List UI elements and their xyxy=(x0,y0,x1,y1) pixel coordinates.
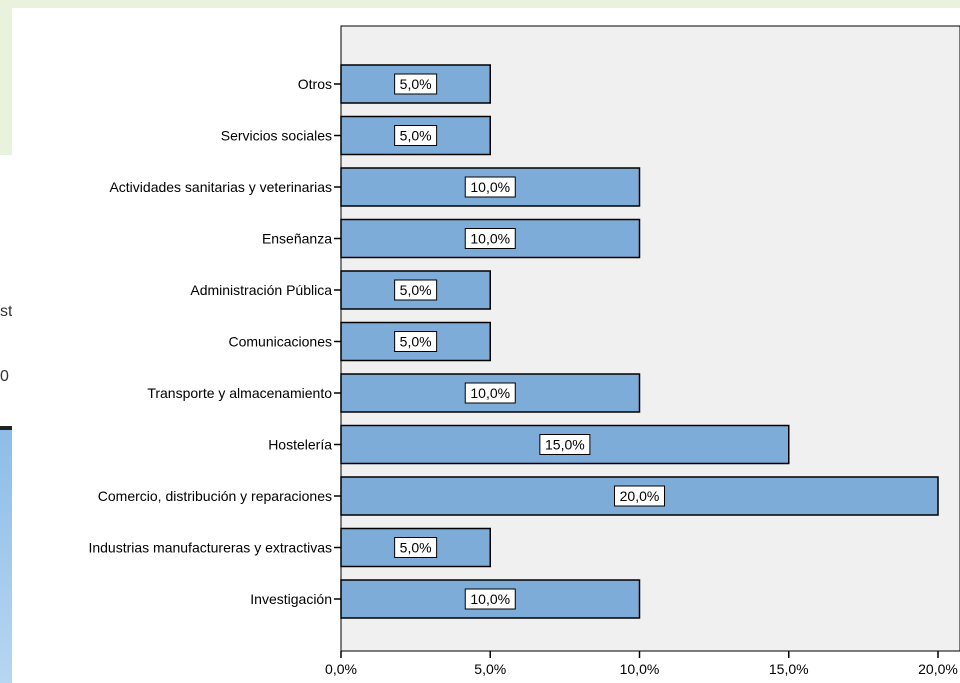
bar xyxy=(340,321,491,362)
category-label: Hostelería xyxy=(268,437,332,453)
category-label: Comunicaciones xyxy=(229,334,333,350)
data-label: 10,0% xyxy=(470,179,510,195)
data-label-box xyxy=(464,588,516,610)
data-label: 10,0% xyxy=(470,385,510,401)
data-label-box xyxy=(394,537,438,558)
data-label-box xyxy=(539,434,591,455)
data-label-box xyxy=(394,331,438,352)
x-tick-label: 5,0% xyxy=(474,661,506,677)
category-label: Enseñanza xyxy=(262,231,332,247)
category-label: Actividades sanitarias y veterinarias xyxy=(109,179,332,195)
x-tick-label: 0,0% xyxy=(325,661,357,677)
background-text-fragment: 0 xyxy=(0,368,9,385)
bar xyxy=(340,373,641,413)
background-blue-panel xyxy=(0,430,14,683)
data-label-box xyxy=(394,125,438,146)
category-label: Administración Pública xyxy=(190,282,332,298)
data-label: 10,0% xyxy=(470,591,510,607)
category-label: Servicios sociales xyxy=(221,128,332,144)
x-tick-label: 20,0% xyxy=(918,661,958,677)
data-label: 5,0% xyxy=(400,540,432,556)
category-label: Transporte y almacenamiento xyxy=(147,385,332,401)
data-label: 5,0% xyxy=(400,282,432,298)
data-label: 15,0% xyxy=(545,437,585,453)
data-label-box xyxy=(464,176,516,198)
chart-container: Otros 5,0% Servicios sociales 5,0% Actividad… xyxy=(12,8,960,683)
category-label: Industrias manufactureras y extractivas xyxy=(88,540,332,556)
data-label: 10,0% xyxy=(470,231,510,247)
x-tick-label: 15,0% xyxy=(769,661,809,677)
data-label: 5,0% xyxy=(400,76,432,92)
category-label: Investigación xyxy=(250,591,332,607)
data-label: 20,0% xyxy=(620,488,660,504)
data-label: 5,0% xyxy=(400,128,432,144)
background-divider xyxy=(0,426,14,431)
data-label-box xyxy=(394,73,438,95)
background-text-fragment: st xyxy=(0,303,13,320)
data-label-box xyxy=(394,279,438,301)
data-label: 5,0% xyxy=(400,334,432,350)
bar-chart: Otros 5,0% Servicios sociales 5,0% Actividad… xyxy=(88,25,960,677)
category-label: Comercio, distribución y reparaciones xyxy=(98,488,332,504)
data-label-box xyxy=(464,228,516,249)
category-label: Otros xyxy=(298,76,332,92)
data-label-box xyxy=(464,382,516,404)
x-tick-label: 10,0% xyxy=(620,661,660,677)
data-label-box xyxy=(614,485,665,507)
